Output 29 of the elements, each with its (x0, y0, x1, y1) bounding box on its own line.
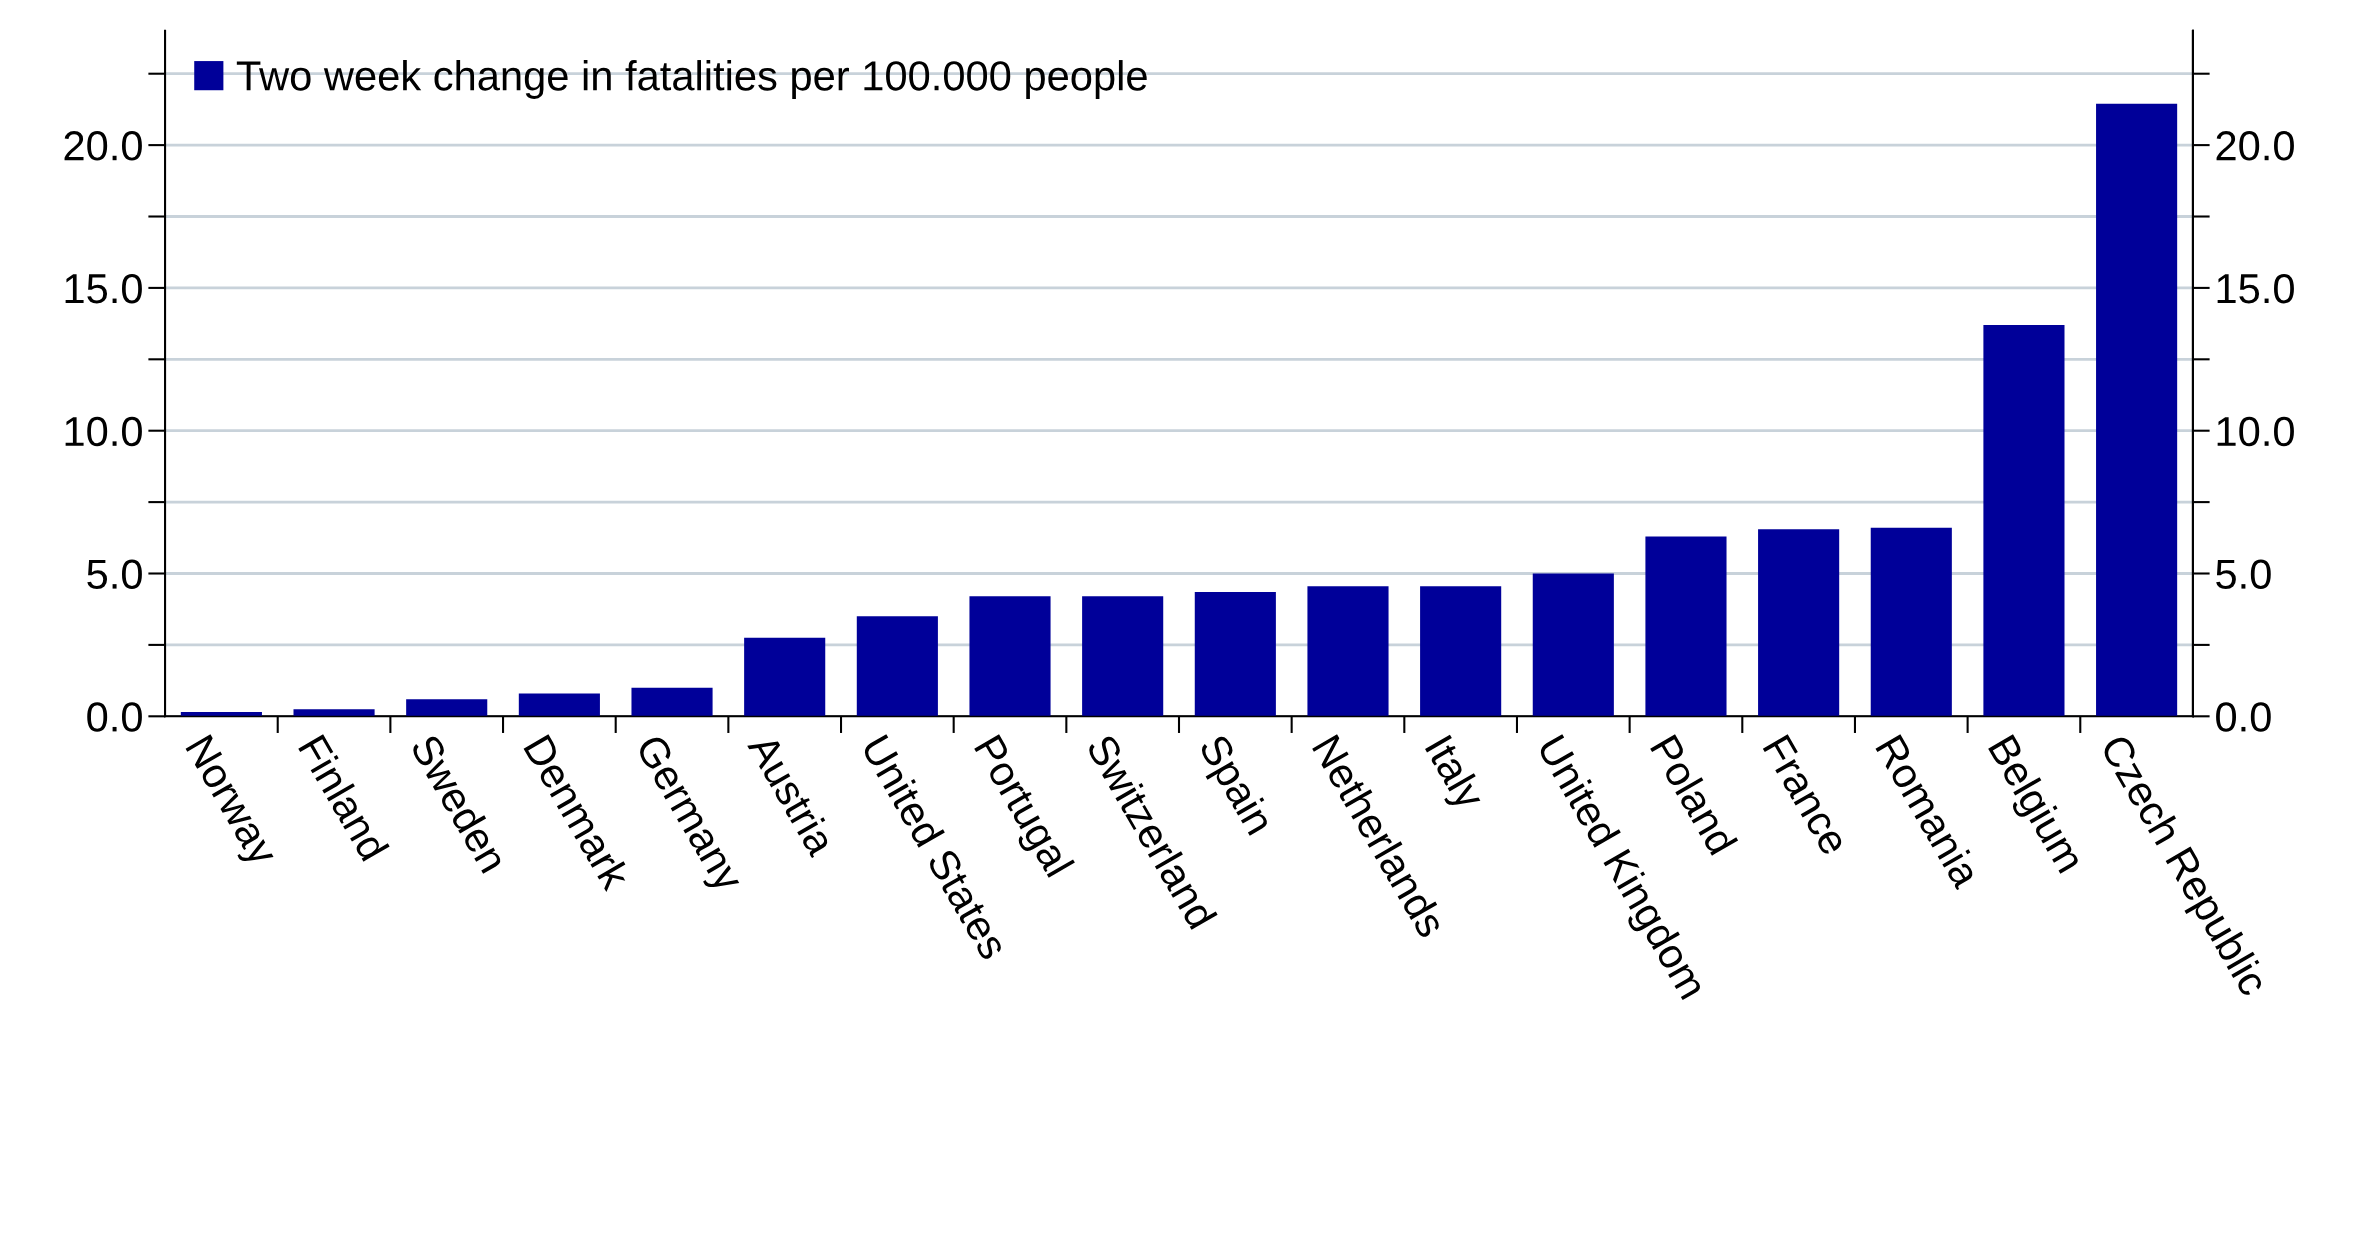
bar (1307, 586, 1389, 717)
bar (518, 693, 600, 717)
bar (856, 616, 938, 717)
bar (1082, 596, 1164, 717)
y2-tick-label: 5.0 (2216, 559, 2271, 590)
bar (1983, 325, 2065, 717)
bar (1420, 586, 1502, 717)
bar (180, 712, 262, 717)
bar (1758, 529, 1840, 717)
bar (1194, 592, 1276, 717)
bar (969, 596, 1051, 717)
bar (406, 699, 488, 717)
y2-tick-label: 0.0 (2216, 702, 2271, 732)
y2-tick-label: 10.0 (2217, 416, 2294, 447)
bar (631, 687, 713, 717)
bar (293, 709, 375, 717)
bar (1870, 527, 1952, 717)
bar (1645, 536, 1727, 717)
y-tick-label: 10.0 (65, 416, 142, 447)
legend-label: Two week change in fatalities per 100.000 people (236, 60, 1147, 99)
y-tick-label: 15.0 (65, 273, 142, 304)
y2-tick-label: 15.0 (2217, 273, 2294, 304)
y2-tick-label: 20.0 (2216, 131, 2294, 161)
bar (1532, 573, 1614, 717)
bar (744, 637, 826, 717)
y-tick-label: 0.0 (87, 702, 142, 732)
bar (2096, 103, 2178, 717)
y-tick-label: 5.0 (87, 559, 142, 590)
y-tick-label: 20.0 (64, 131, 142, 161)
